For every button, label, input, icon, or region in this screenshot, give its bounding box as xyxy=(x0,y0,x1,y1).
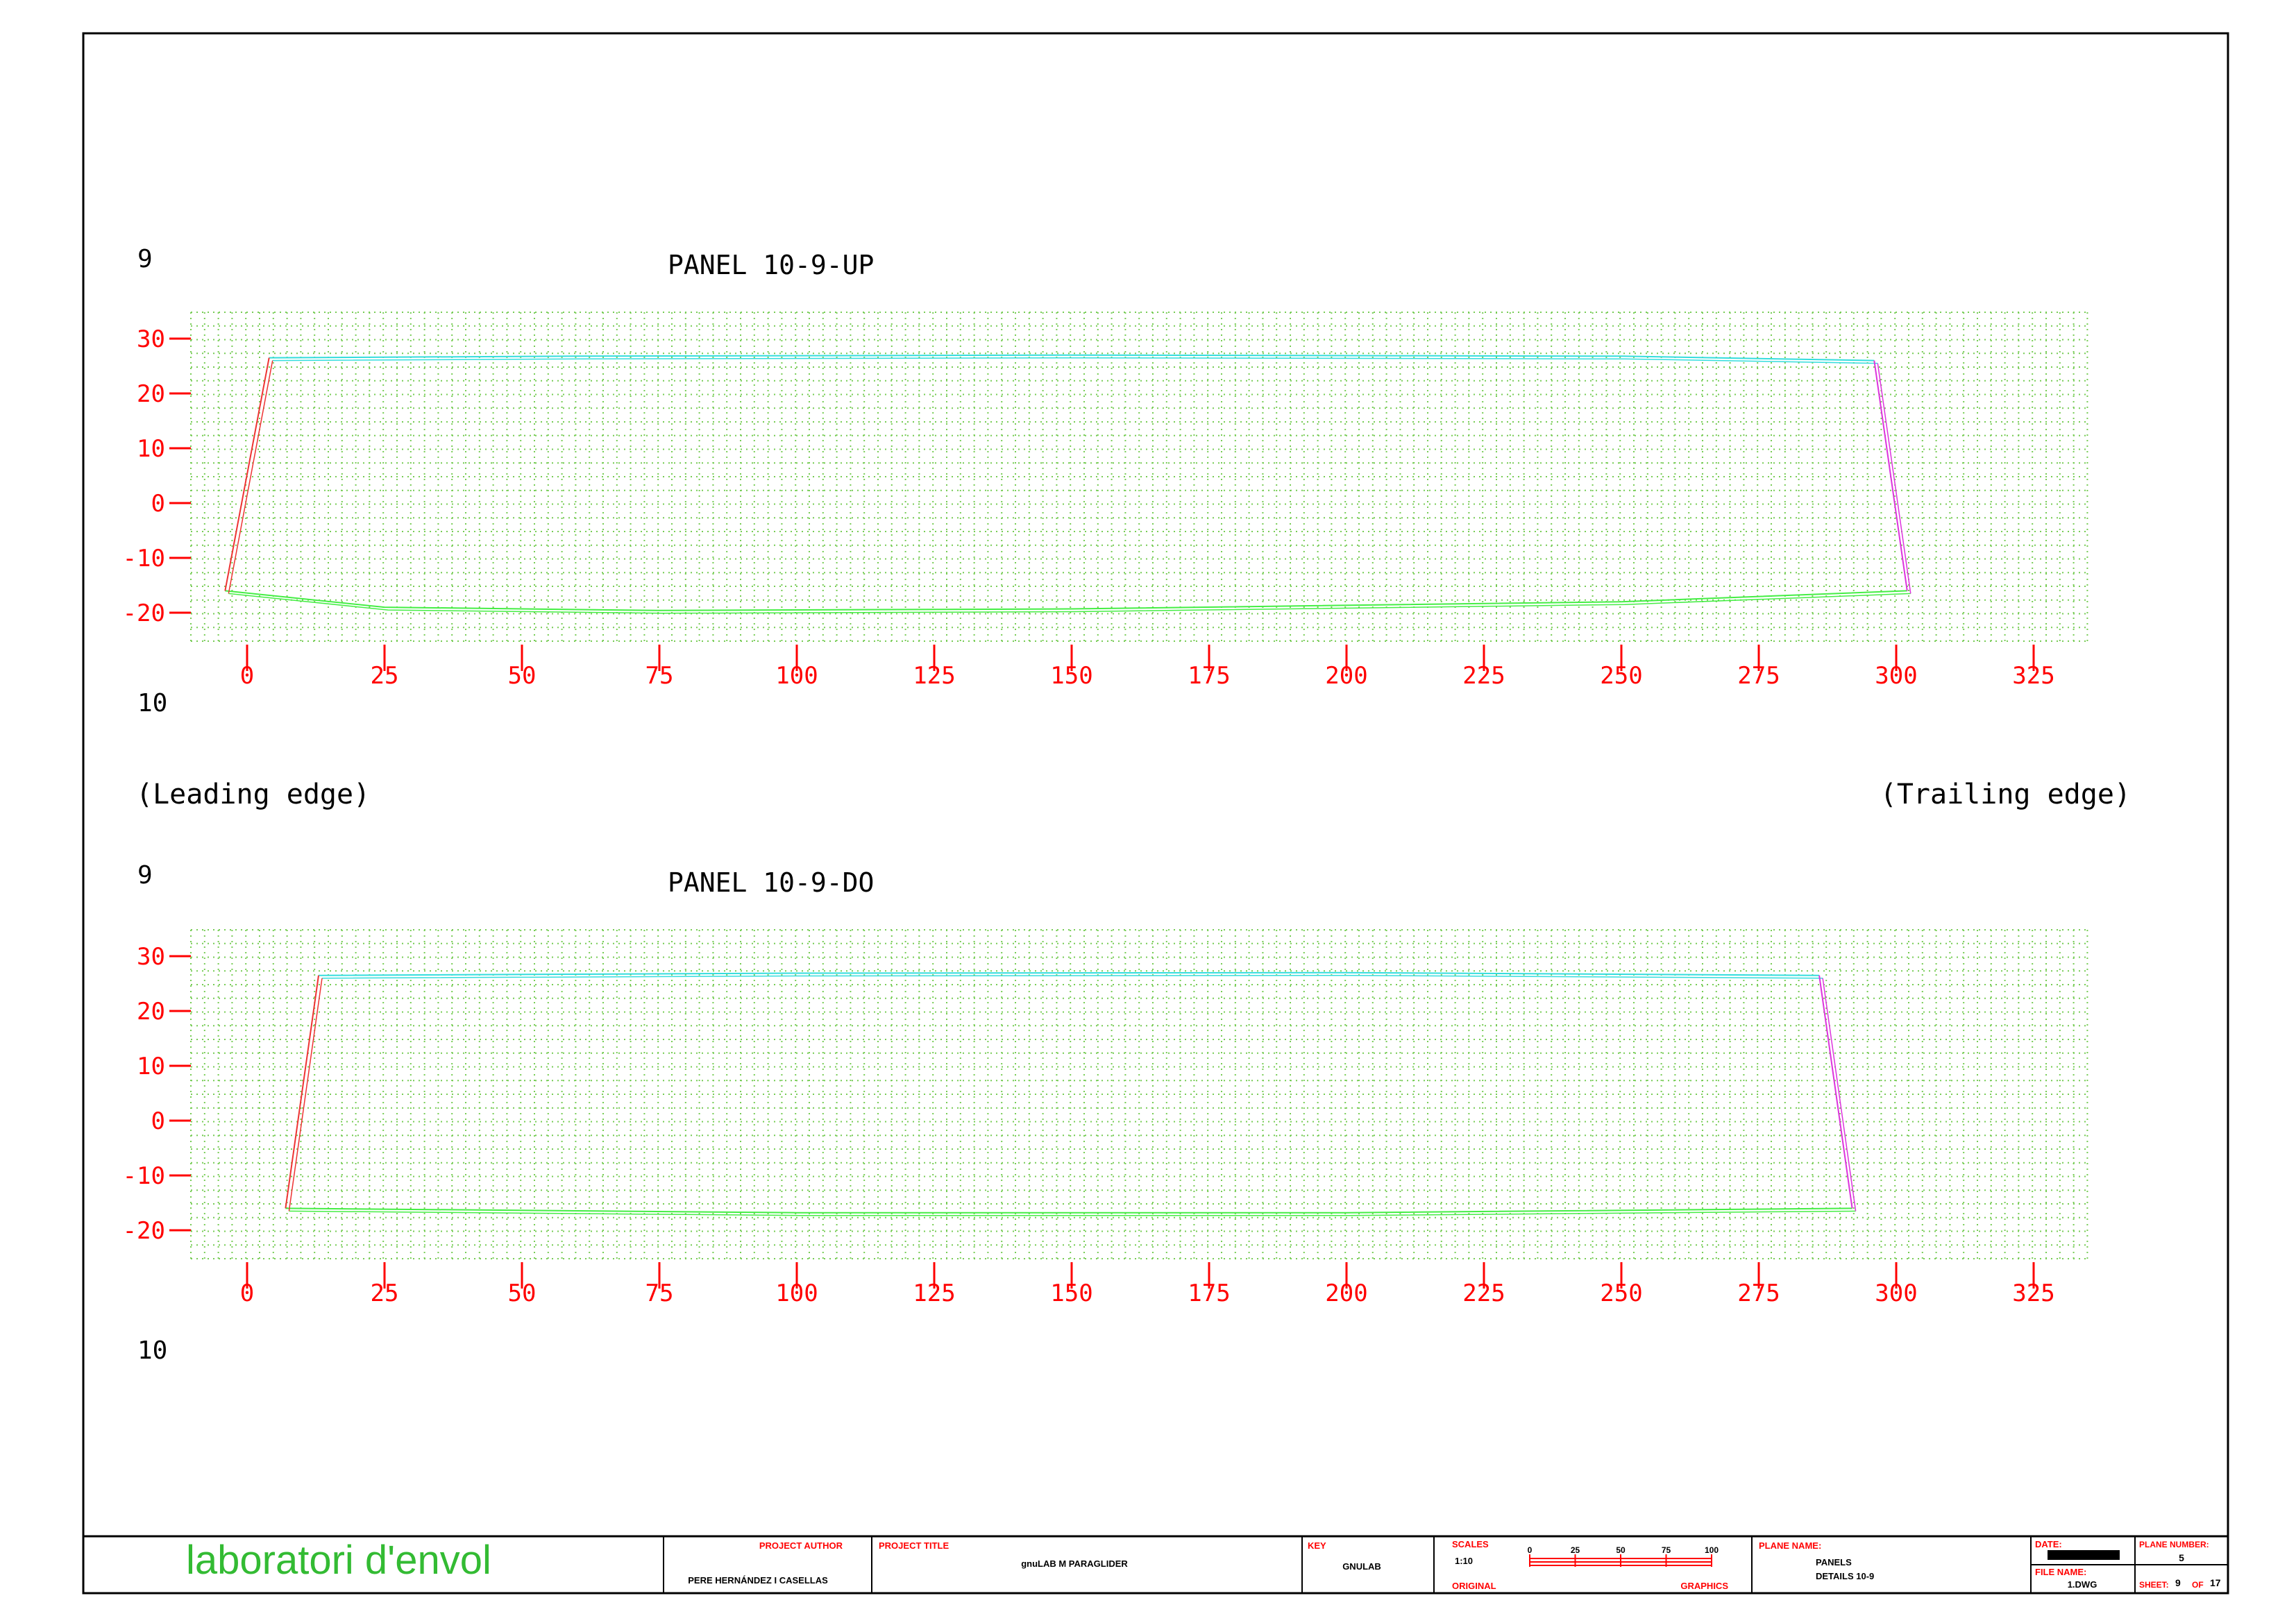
plane-name-line-2: DETAILS 10-9 xyxy=(1816,1571,1874,1581)
leading-edge-line-offset xyxy=(288,978,323,1212)
rib-number-top: 9 xyxy=(137,861,153,890)
lower-edge-line xyxy=(285,1207,1852,1214)
x-tick-label: 50 xyxy=(508,662,537,690)
scale-bar-tick-label: 75 xyxy=(1662,1545,1671,1555)
x-tick-label: 75 xyxy=(645,1280,674,1307)
y-tick-label: 20 xyxy=(137,998,165,1026)
x-tick-label: 0 xyxy=(240,1280,254,1307)
y-tick-label: 0 xyxy=(151,1107,165,1135)
x-tick-label: 250 xyxy=(1600,1280,1642,1307)
sheet-total-value: 17 xyxy=(2210,1577,2221,1588)
x-tick-label: 125 xyxy=(913,662,955,690)
panel-title: PANEL 10-9-UP xyxy=(668,250,874,280)
x-tick-label: 100 xyxy=(775,1280,818,1307)
x-tick-label: 275 xyxy=(1737,1280,1780,1307)
x-tick-label: 325 xyxy=(2012,662,2054,690)
plane-number-value: 5 xyxy=(2179,1552,2184,1563)
scale-bar: 0 25 50 75 100 xyxy=(1528,1545,1719,1567)
x-tick-label: 325 xyxy=(2012,1280,2054,1307)
x-tick-label: 225 xyxy=(1462,1280,1505,1307)
upper-edge-line xyxy=(318,971,1820,976)
x-tick-label: 150 xyxy=(1050,1280,1092,1307)
drawing-frame xyxy=(82,32,2229,1595)
x-tick-label: 125 xyxy=(913,1280,955,1307)
key-label: KEY xyxy=(1308,1540,1326,1551)
x-tick-label: 300 xyxy=(1875,1280,1917,1307)
x-tick-label: 200 xyxy=(1325,1280,1367,1307)
file-name-label: FILE NAME: xyxy=(2035,1567,2086,1577)
scale-bar-tick-label: 0 xyxy=(1528,1545,1533,1555)
leading-edge-line-offset xyxy=(228,360,273,594)
leading-edge-label: (Leading edge) xyxy=(136,779,370,810)
y-tick-label: 10 xyxy=(137,1053,165,1080)
x-tick-label: 150 xyxy=(1050,662,1092,690)
upper-edge-line-offset xyxy=(272,357,1878,364)
lower-edge-line-offset xyxy=(289,1210,1856,1216)
upper-edge-line xyxy=(269,354,1875,362)
y-tick-label: 10 xyxy=(137,435,165,463)
x-tick-label: 275 xyxy=(1737,662,1780,690)
upper-edge-line-offset xyxy=(321,974,1823,979)
x-tick-label: 25 xyxy=(371,662,399,690)
y-tick-label: 30 xyxy=(137,325,165,353)
lower-edge-line-offset xyxy=(228,593,1911,614)
title-block: laboratori d'envol PROJECT AUTHOR PERE H… xyxy=(83,1535,2228,1593)
plane-name-label: PLANE NAME: xyxy=(1759,1540,1821,1551)
trailing-edge-line xyxy=(1818,975,1853,1209)
x-tick-label: 175 xyxy=(1188,1280,1230,1307)
trailing-edge-line-offset xyxy=(1877,363,1911,594)
plane-name-line-1: PANELS xyxy=(1816,1557,1852,1567)
panel-title: PANEL 10-9-DO xyxy=(668,867,874,898)
y-tick-label: 0 xyxy=(151,490,165,518)
project-author-value: PERE HERNÁNDEZ I CASELLAS xyxy=(688,1575,828,1586)
rib-number-bottom: 10 xyxy=(137,1336,167,1365)
trailing-edge-line-offset xyxy=(1822,978,1857,1212)
project-title-value: gnuLAB M PARAGLIDER xyxy=(1021,1558,1128,1569)
y-tick-label: -20 xyxy=(123,600,165,627)
logo-text: laboratori d'envol xyxy=(186,1538,491,1583)
x-tick-label: 75 xyxy=(645,662,674,690)
trailing-edge-line xyxy=(1873,360,1908,591)
x-tick-label: 25 xyxy=(371,1280,399,1307)
graphics-label: GRAPHICS xyxy=(1680,1581,1728,1591)
key-value: GNULAB xyxy=(1342,1561,1381,1572)
leading-edge-line xyxy=(224,357,270,591)
scale-bar-tick-label: 100 xyxy=(1705,1545,1719,1555)
scale-value: 1:10 xyxy=(1455,1556,1473,1566)
plane-number-label: PLANE NUMBER: xyxy=(2139,1540,2209,1549)
trailing-edge-label: (Trailing edge) xyxy=(1880,779,2131,810)
sheet-of-label: OF xyxy=(2192,1580,2204,1590)
x-tick-label: 200 xyxy=(1325,662,1367,690)
sheet-label: SHEET: xyxy=(2139,1580,2169,1590)
y-tick-label: 30 xyxy=(137,943,165,971)
y-tick-label: -10 xyxy=(123,1162,165,1190)
project-author-label: PROJECT AUTHOR xyxy=(759,1540,843,1551)
x-tick-label: 250 xyxy=(1600,662,1642,690)
x-tick-label: 225 xyxy=(1462,662,1505,690)
original-label: ORIGINAL xyxy=(1452,1581,1496,1591)
lower-edge-line xyxy=(225,590,1907,611)
scale-bar-tick-label: 25 xyxy=(1571,1545,1580,1555)
y-tick-label: -10 xyxy=(123,545,165,572)
rib-number-top: 9 xyxy=(137,245,153,273)
date-value-smudge xyxy=(2048,1550,2120,1560)
y-tick-label: 20 xyxy=(137,380,165,408)
scale-bar-tick-label: 50 xyxy=(1616,1545,1626,1555)
scales-label: SCALES xyxy=(1452,1539,1489,1549)
file-name-value: 1.DWG xyxy=(2068,1579,2097,1590)
y-tick-label: -20 xyxy=(123,1217,165,1245)
project-title-label: PROJECT TITLE xyxy=(879,1540,949,1551)
x-tick-label: 50 xyxy=(508,1280,537,1307)
x-tick-label: 300 xyxy=(1875,662,1917,690)
sheet-value: 9 xyxy=(2175,1577,2181,1588)
rib-number-bottom: 10 xyxy=(137,689,167,717)
x-tick-label: 100 xyxy=(775,662,818,690)
x-tick-label: 175 xyxy=(1188,662,1230,690)
x-tick-label: 0 xyxy=(240,662,254,690)
leading-edge-line xyxy=(285,975,319,1209)
date-label: DATE: xyxy=(2035,1539,2062,1549)
